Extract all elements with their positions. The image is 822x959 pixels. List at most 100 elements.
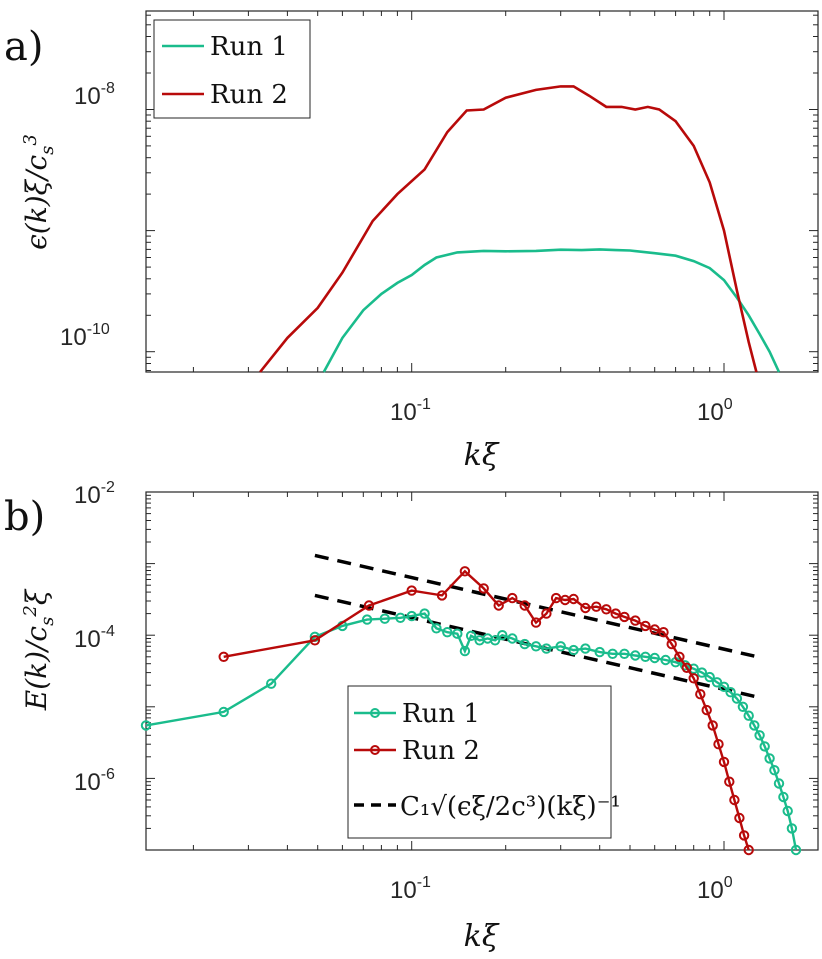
panel-b-legend-reference-label: C₁√(ϵξ/2c³)(kξ)⁻¹: [400, 792, 621, 822]
panel-b-run2-point: [701, 704, 712, 716]
panel-b-run1-point: [541, 643, 552, 654]
panel-b-run1-point: [688, 663, 699, 674]
panel-b-run1-point: [711, 677, 723, 688]
panel-b-legend-run1-marker: [370, 708, 380, 718]
panel-b-run2-point: [681, 662, 692, 673]
panel-b-run2-point: [718, 756, 730, 768]
panel-b-run1-point: [580, 643, 591, 654]
panel-a-legend-run2-label: Run 2: [210, 80, 288, 110]
panel-b-run1-point: [731, 693, 743, 704]
panel-b-run1-point: [749, 720, 760, 731]
panel-b-run1-point: [737, 701, 749, 712]
panel-b-run1-point: [555, 641, 566, 652]
panel-b-run2-point: [619, 611, 630, 623]
panel-b-legend-box: [347, 685, 612, 839]
panel-b-run1-point: [704, 671, 715, 683]
panel-b-run1-point: [743, 710, 754, 721]
panel-b-run2-point: [459, 566, 471, 577]
panel-b-run1-point: [778, 791, 789, 803]
panel-b-run1-point: [507, 633, 518, 644]
panel-b-series-run2-markers: [218, 566, 754, 856]
panel-b-ytick-base: 10: [74, 769, 101, 796]
panel-b-run2-point: [738, 830, 750, 841]
panel-b-run2-point: [541, 608, 552, 619]
panel-b-run2-point: [674, 651, 685, 662]
panel-b-ylabel: E(k)/cs2ξ: [20, 588, 58, 711]
panel-b-run1-point: [459, 645, 471, 657]
panel-b-run1-point: [361, 614, 373, 625]
panel-b-ytick-exp: -2: [101, 479, 115, 496]
panel-b: b) 10-2 10-4 10-6 10-1 100 kξ E(k)/cs2ξ …: [4, 479, 819, 954]
panel-b-run1-point: [754, 730, 765, 741]
panel-b-run1-point: [140, 720, 152, 731]
panel-a-xtick-exp: -1: [417, 396, 431, 413]
panel-b-xtick-label-0.1: 10-1: [390, 874, 431, 904]
panel-b-run1-point: [640, 651, 651, 662]
panel-b-legend-run1-label: Run 1: [402, 699, 480, 729]
panel-b-run2-point: [724, 776, 735, 787]
panel-b-run2-point: [688, 673, 699, 684]
panel-b-xtick-exp: 0: [724, 874, 733, 891]
panel-b-ytick-base: 10: [74, 626, 101, 653]
panel-b-run1-point: [465, 630, 477, 641]
panel-b-run2-point: [493, 600, 504, 611]
panel-b-run1-point: [782, 805, 793, 817]
panel-b-run1-point: [379, 613, 390, 624]
panel-a-xlabel: kξ: [464, 438, 500, 473]
panel-b-run2-point: [478, 583, 489, 594]
panel-a-minor-ticks: [146, 11, 819, 372]
panel-a-legend-run1-label: Run 1: [210, 32, 288, 62]
panel-b-ytick-exp: -4: [101, 623, 115, 640]
panel-a-xtick-label-1: 100: [697, 396, 733, 426]
panel-b-run1-point: [497, 630, 508, 641]
panel-a-xtick-label-0.1: 10-1: [390, 396, 431, 426]
panel-b-run1-point: [489, 635, 501, 646]
panel-b-minor-ticks: [146, 491, 819, 851]
panel-b-run2-point: [640, 620, 651, 632]
panel-a-legend: Run 1 Run 2: [153, 19, 311, 119]
panel-a-series-run2-line: [259, 85, 758, 373]
panel-a-ytick-label-1e-10: 10-10: [60, 321, 110, 351]
panel-a-ytick-exp: -8: [101, 80, 115, 97]
panel-b-run1-point: [764, 753, 775, 764]
panel-b-run2-point: [530, 617, 542, 628]
panel-b-run2-point: [729, 794, 740, 806]
panel-b-run1-point: [769, 765, 780, 776]
panel-b-run1-point: [568, 644, 579, 656]
panel-b-run2-point: [707, 720, 718, 731]
panel-b-run2-point: [630, 615, 641, 626]
panel-a-ylabel: ϵ(k)ξ/cs3: [20, 134, 58, 250]
panel-b-run2-point: [591, 601, 602, 612]
panel-b-reference-line-upper: [314, 553, 755, 658]
panel-b-xtick-label-1: 100: [697, 874, 733, 904]
panel-b-run2-point: [507, 592, 518, 604]
panel-b-run1-point: [406, 610, 417, 622]
panel-a-ytick-label-1e-8: 10-8: [74, 80, 115, 110]
panel-a-label: a): [4, 24, 43, 70]
panel-b-legend-run2-label: Run 2: [402, 736, 480, 766]
panel-b-run1-point: [649, 652, 660, 664]
panel-b-run1-point: [431, 623, 442, 634]
panel-b-run2-point: [363, 600, 375, 611]
panel-a-xtick-base: 10: [390, 399, 417, 426]
panel-b-ytick-exp: -6: [101, 766, 115, 783]
panel-b-run1-point: [660, 654, 671, 666]
panel-a-series-run1-line: [322, 248, 781, 373]
panel-b-reference-line-lower: [314, 593, 755, 699]
panel-b-series-run1-line: [145, 612, 798, 851]
panel-b-run1-point: [442, 627, 453, 638]
panel-b-run1-point: [419, 608, 430, 619]
panel-b-run1-point: [630, 650, 641, 661]
panel-b-run1-point: [519, 638, 530, 650]
panel-b-run1-point: [790, 844, 802, 856]
panel-b-run1-point: [759, 741, 770, 752]
panel-b-xlabel: kξ: [464, 919, 500, 954]
panel-b-ytick-label-1e-6: 10-6: [74, 766, 115, 796]
panel-b-run2-point: [406, 585, 417, 596]
panel-a-ytick-base: 10: [74, 83, 101, 110]
panel-b-run2-point: [218, 651, 229, 662]
panel-b-legend: Run 1 Run 2 C₁√(ϵξ/2c³)(kξ)⁻¹: [347, 685, 621, 839]
panel-b-run2-point: [658, 627, 669, 638]
svg-text:10-8: 10-8: [74, 80, 115, 110]
